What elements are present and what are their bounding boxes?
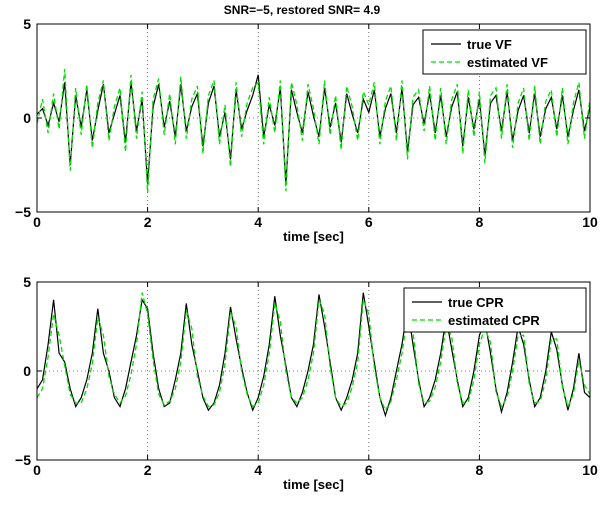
x-tick-label: 0	[33, 214, 41, 230]
y-tick-label: −5	[15, 204, 31, 220]
x-tick-label: 6	[365, 214, 373, 230]
x-tick-label: 4	[254, 214, 262, 230]
series-line-estimated	[37, 69, 590, 194]
legend-label: true VF	[467, 37, 512, 52]
y-tick-label: 0	[23, 363, 31, 379]
x-tick-label: 8	[476, 462, 484, 478]
series-line-estimated	[37, 292, 590, 412]
x-tick-label: 2	[144, 214, 152, 230]
x-tick-label: 4	[254, 462, 262, 478]
legend-label: estimated VF	[467, 55, 548, 70]
x-tick-label: 2	[144, 462, 152, 478]
axes-frame	[36, 281, 591, 461]
x-tick-label: 6	[365, 462, 373, 478]
x-axis-label: time [sec]	[283, 229, 344, 244]
x-tick-label: 10	[582, 462, 598, 478]
axes-frame	[36, 23, 591, 213]
figure-title: SNR=−5, restored SNR= 4.9	[224, 3, 381, 17]
legend	[403, 287, 587, 333]
x-axis-label: time [sec]	[283, 477, 344, 492]
y-tick-label: −5	[15, 452, 31, 468]
x-tick-label: 0	[33, 462, 41, 478]
legend-label: true CPR	[448, 295, 504, 310]
y-tick-label: 0	[23, 110, 31, 126]
x-tick-label: 8	[476, 214, 484, 230]
y-tick-label: 5	[23, 274, 31, 290]
legend-label: estimated CPR	[448, 313, 540, 328]
legend	[422, 29, 587, 75]
x-tick-label: 10	[582, 214, 598, 230]
y-tick-label: 5	[23, 16, 31, 32]
